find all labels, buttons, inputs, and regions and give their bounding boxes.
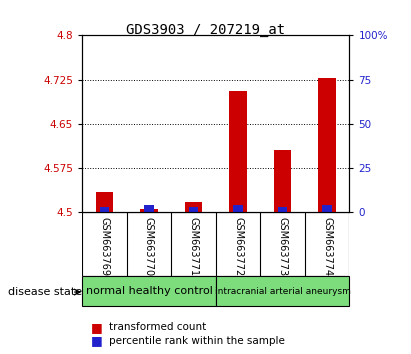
Bar — [144, 205, 154, 212]
Text: percentile rank within the sample: percentile rank within the sample — [109, 336, 285, 346]
Bar — [140, 210, 158, 212]
Text: transformed count: transformed count — [109, 322, 206, 332]
Bar — [216, 276, 349, 306]
Text: GSM663773: GSM663773 — [277, 217, 288, 276]
Bar — [185, 202, 203, 212]
Bar — [99, 207, 109, 212]
Text: ■: ■ — [90, 321, 102, 334]
Text: GDS3903 / 207219_at: GDS3903 / 207219_at — [126, 23, 285, 37]
Text: disease state: disease state — [8, 287, 82, 297]
Bar — [229, 91, 247, 212]
Text: normal healthy control: normal healthy control — [85, 286, 212, 296]
Bar — [95, 192, 113, 212]
Bar — [318, 78, 336, 212]
Bar — [189, 207, 199, 212]
Text: GSM663771: GSM663771 — [189, 217, 199, 276]
Text: GSM663769: GSM663769 — [99, 217, 109, 276]
Bar — [82, 276, 216, 306]
Bar — [233, 205, 243, 212]
Bar — [322, 205, 332, 212]
Text: ■: ■ — [90, 334, 102, 347]
Text: GSM663772: GSM663772 — [233, 217, 243, 277]
Text: intracranial arterial aneurysm: intracranial arterial aneurysm — [215, 287, 351, 296]
Bar — [274, 150, 291, 212]
Bar — [278, 207, 287, 212]
Text: GSM663770: GSM663770 — [144, 217, 154, 276]
Text: GSM663774: GSM663774 — [322, 217, 332, 276]
